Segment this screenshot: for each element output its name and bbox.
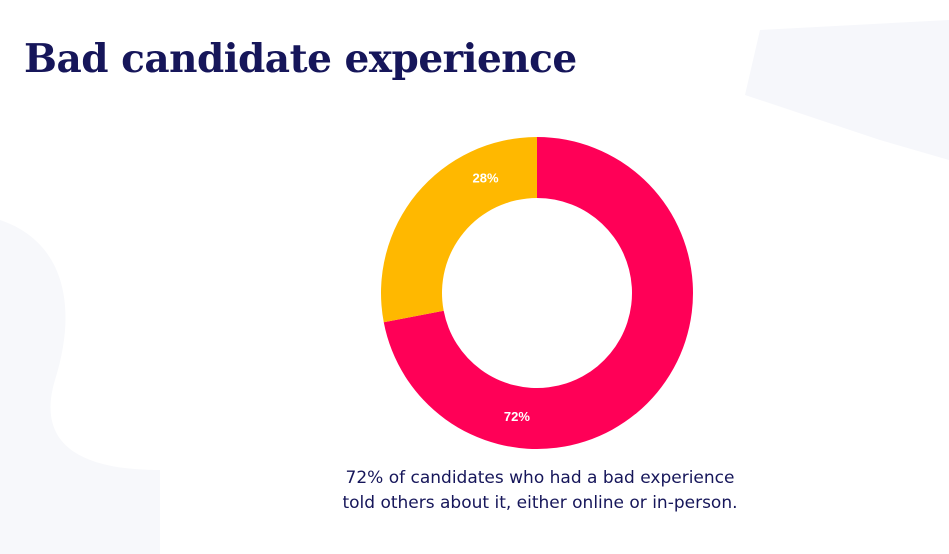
caption-line-1: 72% of candidates who had a bad experien…: [345, 468, 735, 488]
slice-label-28: 28%: [473, 171, 499, 186]
slice-label-72: 72%: [504, 409, 530, 424]
caption-line-2: told others about it, either online or i…: [342, 493, 738, 513]
donut-slice-72: [383, 137, 693, 449]
donut-slice-28: [381, 137, 537, 323]
chart-caption: 72% of candidates who had a bad experien…: [270, 466, 810, 516]
slide-title: Bad candidate experience: [24, 36, 577, 82]
donut-chart: 72% 28%: [381, 137, 693, 449]
